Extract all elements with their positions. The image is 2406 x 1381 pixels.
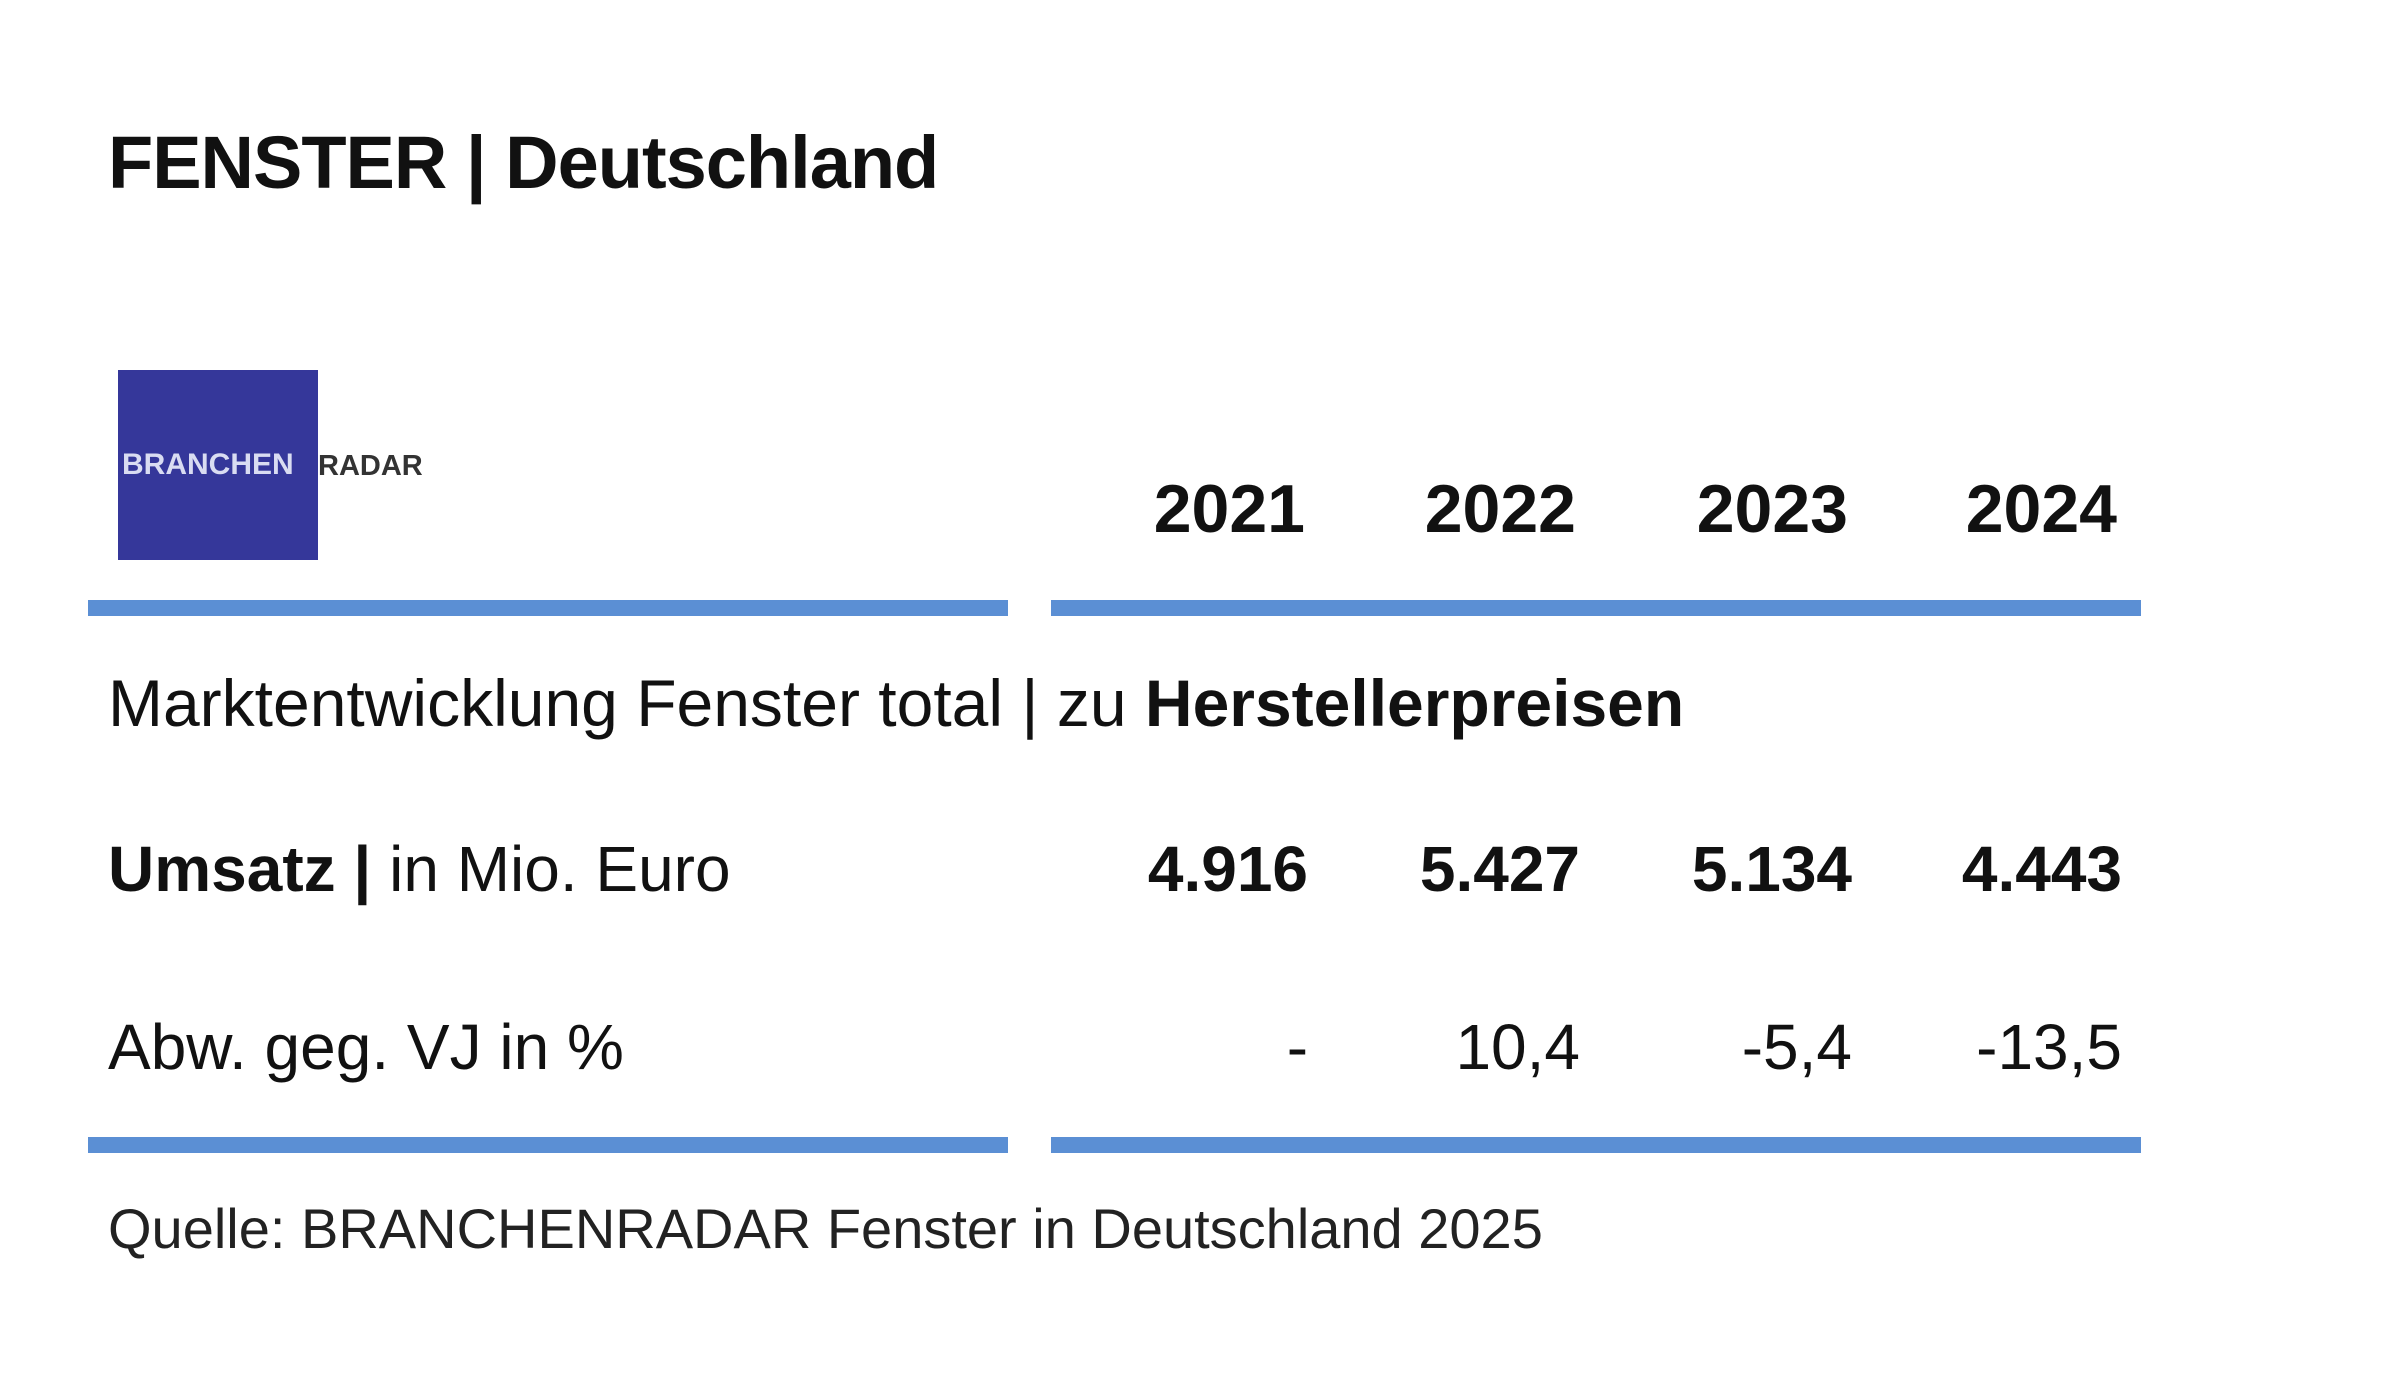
- source: Quelle: BRANCHENRADAR Fenster in Deutsch…: [108, 1197, 1543, 1260]
- row-label: Abw. geg. VJ in %: [108, 1011, 624, 1083]
- logo-box: [118, 370, 318, 560]
- column-header: 2023: [1696, 471, 1848, 547]
- divider: [88, 1137, 1008, 1153]
- cell: 4.916: [1147, 833, 1308, 905]
- column-header: 2024: [1965, 471, 2117, 547]
- divider: [88, 600, 1008, 616]
- title: FENSTER | Deutschland: [108, 121, 939, 204]
- cell: -5,4: [1741, 1011, 1852, 1083]
- subtitle-text: Marktentwicklung Fenster total | zu: [108, 666, 1127, 740]
- column-header: 2021: [1153, 471, 1305, 547]
- logo-text: RADAR: [318, 450, 423, 482]
- row-label: Umsatz | in Mio. Euro: [108, 832, 731, 906]
- cell: -: [1286, 1011, 1308, 1083]
- cell: -13,5: [1976, 1011, 2122, 1083]
- cell: 10,4: [1455, 1011, 1580, 1083]
- cell: 5.427: [1419, 833, 1580, 905]
- divider: [1051, 1137, 2141, 1153]
- cell: 5.134: [1691, 833, 1852, 905]
- subtitle-bold: Herstellerpreisen: [1144, 666, 1685, 740]
- subtitle: Marktentwicklung Fenster total | zu Hers…: [108, 665, 1684, 741]
- row-label-text: in Mio. Euro: [389, 833, 731, 905]
- column-header: 2022: [1424, 471, 1576, 547]
- cell: 4.443: [1961, 833, 2122, 905]
- logo-text: BRANCHEN: [122, 448, 294, 481]
- divider: [1051, 600, 2141, 616]
- row-label-bold: Umsatz |: [108, 833, 372, 905]
